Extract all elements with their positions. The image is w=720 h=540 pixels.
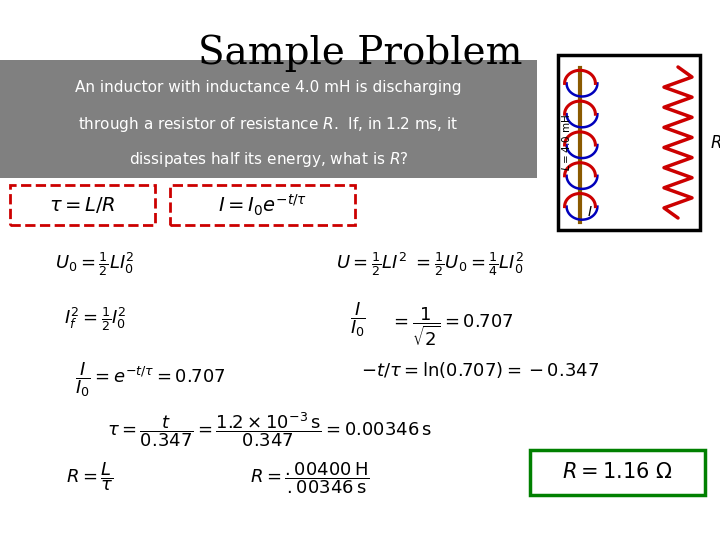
Bar bbox=[10, 185, 155, 225]
Text: $\tau = \dfrac{t}{0.347} = \dfrac{1.2 \times 10^{-3}\,\mathrm{s}}{0.347} = 0.003: $\tau = \dfrac{t}{0.347} = \dfrac{1.2 \t… bbox=[107, 410, 433, 449]
Text: $I = I_0 e^{-t/\tau}$: $I = I_0 e^{-t/\tau}$ bbox=[218, 192, 307, 218]
Text: $U_0 = \frac{1}{2}LI_0^2$: $U_0 = \frac{1}{2}LI_0^2$ bbox=[55, 250, 135, 278]
Bar bbox=[530, 450, 705, 495]
Text: $\dfrac{I}{I_0} = e^{-t/\tau} = 0.707$: $\dfrac{I}{I_0} = e^{-t/\tau} = 0.707$ bbox=[75, 360, 225, 399]
Text: $U = \frac{1}{2}LI^2\ =\frac{1}{2}U_0 = \frac{1}{4}LI_0^2$: $U = \frac{1}{2}LI^2\ =\frac{1}{2}U_0 = … bbox=[336, 250, 524, 278]
Bar bbox=[170, 185, 355, 225]
Text: $I_f^2 = \frac{1}{2}I_0^2$: $I_f^2 = \frac{1}{2}I_0^2$ bbox=[63, 305, 127, 333]
Text: Sample Problem: Sample Problem bbox=[198, 35, 522, 72]
Text: through a resistor of resistance $R$.  If, in 1.2 ms, it: through a resistor of resistance $R$. If… bbox=[78, 115, 459, 134]
Text: $R = 1.16\ \Omega$: $R = 1.16\ \Omega$ bbox=[562, 462, 672, 483]
Text: $\dfrac{I}{I_0}$: $\dfrac{I}{I_0}$ bbox=[350, 300, 366, 339]
Bar bbox=[558, 55, 700, 230]
Text: $R = \dfrac{.00400\,\mathrm{H}}{.00346\,\mathrm{s}}$: $R = \dfrac{.00400\,\mathrm{H}}{.00346\,… bbox=[251, 460, 370, 496]
Text: $I$: $I$ bbox=[587, 205, 593, 219]
Text: $-t/\tau = \ln\!\left(0.707\right)= -0.347$: $-t/\tau = \ln\!\left(0.707\right)= -0.3… bbox=[361, 360, 599, 380]
Text: $= \dfrac{1}{\sqrt{2}} = 0.707$: $= \dfrac{1}{\sqrt{2}} = 0.707$ bbox=[390, 305, 513, 348]
Bar bbox=[0, 60, 537, 178]
Text: $L = 4.0$ mH: $L = 4.0$ mH bbox=[560, 114, 572, 171]
Text: $R = \dfrac{L}{\tau}$: $R = \dfrac{L}{\tau}$ bbox=[66, 460, 114, 492]
Text: dissipates half its energy, what is $R$?: dissipates half its energy, what is $R$? bbox=[129, 150, 408, 169]
Text: An inductor with inductance 4.0 mH is discharging: An inductor with inductance 4.0 mH is di… bbox=[76, 80, 462, 95]
Text: $R$: $R$ bbox=[710, 133, 720, 152]
Text: $\tau = L/R$: $\tau = L/R$ bbox=[49, 195, 116, 215]
